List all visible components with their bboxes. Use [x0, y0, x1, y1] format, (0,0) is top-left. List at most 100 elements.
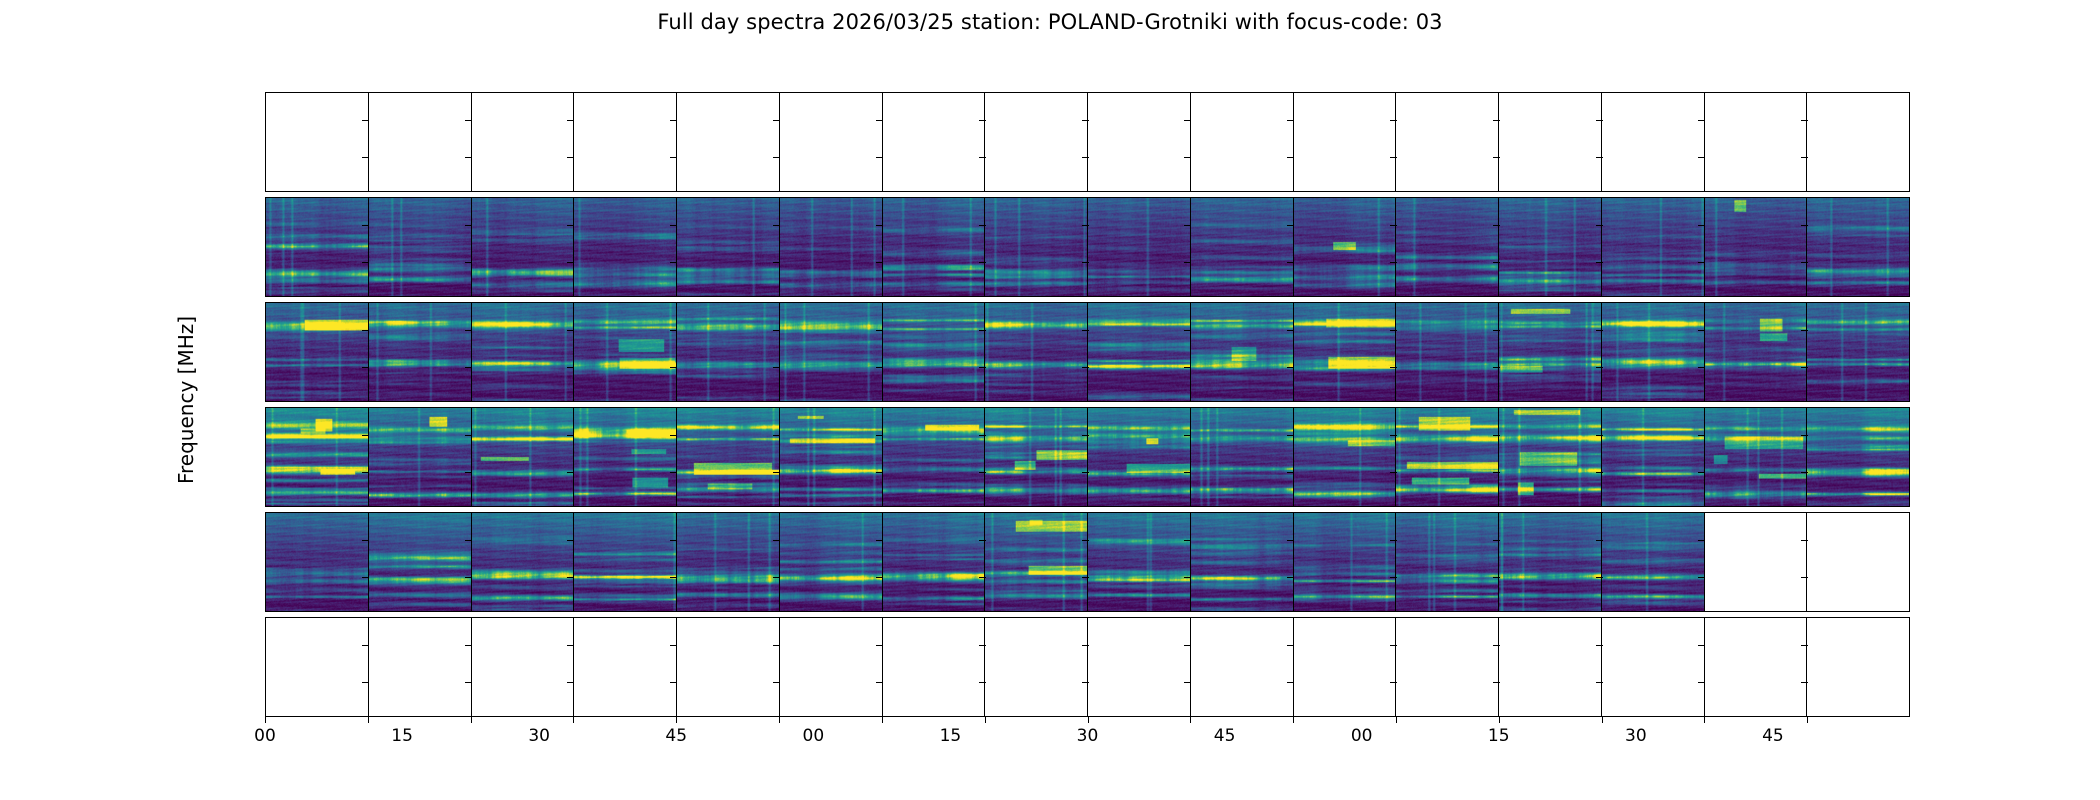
spectrogram-panel[interactable] [1293, 198, 1397, 296]
spectrogram-panel[interactable] [574, 408, 677, 506]
spectrogram-panel[interactable] [368, 198, 472, 296]
spectrogram-panel[interactable] [1396, 198, 1499, 296]
spectrogram-panel[interactable] [1807, 93, 1909, 191]
spectrogram-panel[interactable] [1704, 513, 1808, 611]
spectrogram-panel[interactable] [1704, 408, 1808, 506]
spectrogram-panel[interactable] [779, 408, 883, 506]
spectrogram-panel[interactable] [1396, 303, 1499, 401]
spectrogram-panel[interactable] [1396, 93, 1499, 191]
spectrogram-panel[interactable] [779, 618, 883, 716]
spectrogram-panel[interactable] [574, 93, 677, 191]
spectrogram-panel[interactable] [985, 408, 1088, 506]
spectrogram-panel[interactable] [1499, 93, 1602, 191]
spectrogram-panel[interactable] [1396, 618, 1499, 716]
spectrogram-panel[interactable] [882, 303, 986, 401]
spectrogram-panel[interactable] [677, 93, 780, 191]
spectrogram-panel[interactable] [368, 408, 472, 506]
spectrogram-panel[interactable] [471, 303, 575, 401]
spectrogram-panel[interactable] [1088, 618, 1191, 716]
spectrogram-panel[interactable] [1704, 303, 1808, 401]
spectrogram-panel[interactable] [1601, 513, 1705, 611]
spectrogram-panel[interactable] [574, 198, 677, 296]
spectrogram-panel[interactable] [574, 513, 677, 611]
spectrogram-panel[interactable] [985, 303, 1088, 401]
spectrogram-panel[interactable] [1088, 408, 1191, 506]
spectrogram-panel[interactable] [1396, 513, 1499, 611]
spectrogram-panel[interactable] [677, 618, 780, 716]
spectrogram-panel[interactable] [677, 513, 780, 611]
spectrogram-panel[interactable] [368, 303, 472, 401]
spectrogram-panel[interactable] [1293, 618, 1397, 716]
spectrogram-panel[interactable] [779, 303, 883, 401]
spectrogram-panel[interactable] [266, 93, 369, 191]
spectrogram-panel[interactable] [266, 618, 369, 716]
spectrogram-panel[interactable] [985, 198, 1088, 296]
spectrogram-panel[interactable] [1499, 303, 1602, 401]
spectrogram-panel[interactable] [677, 408, 780, 506]
spectrogram-panel[interactable] [1293, 303, 1397, 401]
spectrogram-panel[interactable] [1499, 618, 1602, 716]
spectrogram-panel[interactable] [882, 198, 986, 296]
spectrogram-panel[interactable] [1293, 93, 1397, 191]
spectrogram-image [677, 303, 779, 401]
spectrogram-panel[interactable] [574, 618, 677, 716]
spectrogram-panel[interactable] [1088, 93, 1191, 191]
spectrogram-panel[interactable] [1601, 618, 1705, 716]
spectrogram-panel[interactable] [882, 93, 986, 191]
spectrogram-panel[interactable] [1190, 93, 1294, 191]
spectrogram-panel[interactable] [779, 513, 883, 611]
spectrogram-panel[interactable] [1499, 408, 1602, 506]
spectrogram-panel[interactable] [882, 513, 986, 611]
spectrogram-panel[interactable] [266, 513, 369, 611]
spectrogram-panel[interactable] [1088, 303, 1191, 401]
spectrogram-panel[interactable] [471, 198, 575, 296]
spectrogram-panel[interactable] [1190, 303, 1294, 401]
spectrogram-panel[interactable] [1293, 408, 1397, 506]
spectrogram-panel[interactable] [1293, 513, 1397, 611]
spectrogram-panel[interactable] [471, 513, 575, 611]
spectrogram-panel[interactable] [1704, 198, 1808, 296]
spectrogram-panel[interactable] [882, 618, 986, 716]
spectrogram-panel[interactable] [985, 618, 1088, 716]
y-tick-mark-inner [875, 225, 883, 227]
spectrogram-panel[interactable] [574, 303, 677, 401]
spectrogram-panel[interactable] [266, 303, 369, 401]
spectrogram-panel[interactable] [368, 618, 472, 716]
spectrogram-panel[interactable] [1807, 303, 1909, 401]
spectrogram-panel[interactable] [471, 408, 575, 506]
spectrogram-panel[interactable] [677, 303, 780, 401]
spectrogram-panel[interactable] [1807, 513, 1909, 611]
spectrogram-panel[interactable] [1807, 198, 1909, 296]
spectrogram-panel[interactable] [677, 198, 780, 296]
y-tick-mark-inner [1595, 120, 1603, 122]
spectrogram-panel[interactable] [1704, 93, 1808, 191]
spectrogram-panel[interactable] [266, 408, 369, 506]
spectrogram-panel[interactable] [368, 93, 472, 191]
spectrogram-panel[interactable] [1807, 618, 1909, 716]
spectrogram-panel[interactable] [1499, 513, 1602, 611]
spectrogram-panel[interactable] [1190, 198, 1294, 296]
spectrogram-panel[interactable] [1396, 408, 1499, 506]
spectrogram-panel[interactable] [1601, 93, 1705, 191]
spectrogram-panel[interactable] [1190, 513, 1294, 611]
spectrogram-panel[interactable] [1088, 513, 1191, 611]
spectrogram-panel[interactable] [266, 198, 369, 296]
spectrogram-panel[interactable] [1088, 198, 1191, 296]
spectrogram-panel[interactable] [1499, 198, 1602, 296]
spectrogram-panel[interactable] [779, 198, 883, 296]
y-tick-mark-inner [1389, 120, 1397, 122]
spectrogram-panel[interactable] [779, 93, 883, 191]
spectrogram-panel[interactable] [1190, 408, 1294, 506]
spectrogram-panel[interactable] [1190, 618, 1294, 716]
spectrogram-panel[interactable] [1601, 408, 1705, 506]
spectrogram-panel[interactable] [1704, 618, 1808, 716]
spectrogram-panel[interactable] [471, 618, 575, 716]
spectrogram-panel[interactable] [471, 93, 575, 191]
spectrogram-panel[interactable] [1807, 408, 1909, 506]
spectrogram-panel[interactable] [882, 408, 986, 506]
spectrogram-panel[interactable] [985, 513, 1088, 611]
spectrogram-panel[interactable] [1601, 198, 1705, 296]
spectrogram-panel[interactable] [368, 513, 472, 611]
spectrogram-panel[interactable] [985, 93, 1088, 191]
spectrogram-panel[interactable] [1601, 303, 1705, 401]
